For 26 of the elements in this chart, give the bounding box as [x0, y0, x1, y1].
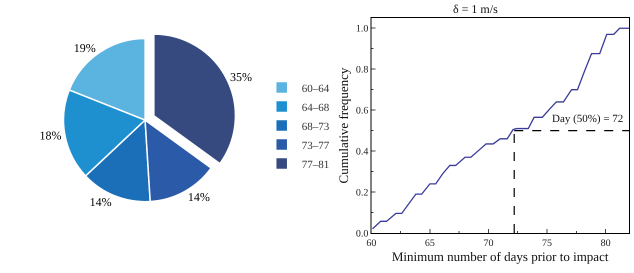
legend-label: 60–64 — [302, 82, 330, 95]
ref-line-label: Day (50%) = 72 — [552, 113, 624, 125]
data-label: 18% — [39, 128, 62, 143]
data-label: 19% — [74, 40, 96, 55]
x-tick-label: 65 — [424, 238, 435, 249]
legend-label: 64–68 — [302, 102, 330, 114]
y-tick-label: 0.2 — [356, 188, 368, 199]
legend-label: 73–77 — [302, 140, 330, 152]
y-axis-title: Cumulative frequency — [336, 67, 351, 184]
x-tick-label: 60 — [366, 238, 376, 249]
line-series — [372, 28, 629, 230]
y-tick-label: 0.0 — [356, 228, 368, 240]
data-label: 35% — [230, 70, 252, 84]
data-label: 14% — [90, 195, 112, 210]
data-label: 14% — [188, 190, 210, 204]
x-tick-label: 80 — [600, 238, 611, 249]
y-tick-label: 0.4 — [356, 146, 368, 158]
legend-label: 77–81 — [302, 158, 330, 171]
x-axis-title: Minimum number of days prior to impact — [392, 249, 609, 264]
x-tick-label: 70 — [483, 238, 494, 249]
y-tick-label: 0.8 — [356, 64, 368, 76]
x-tick-label: 75 — [542, 238, 552, 249]
chart-title: δ = 1 m/s — [453, 2, 498, 16]
y-tick-label: 0.6 — [356, 106, 368, 117]
legend-label: 68–73 — [302, 120, 330, 133]
y-tick-label: 1.0 — [356, 24, 368, 35]
